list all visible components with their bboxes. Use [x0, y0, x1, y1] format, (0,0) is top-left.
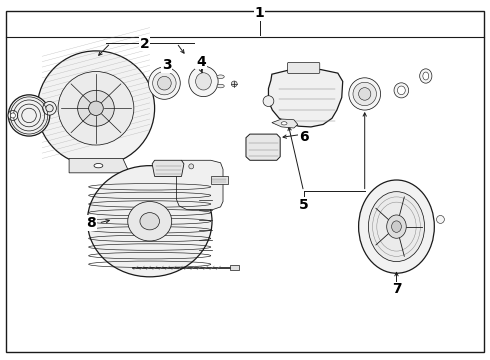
Ellipse shape [359, 87, 371, 100]
Ellipse shape [359, 180, 434, 273]
Text: 5: 5 [299, 198, 309, 212]
Ellipse shape [231, 81, 237, 87]
Ellipse shape [368, 192, 424, 262]
Ellipse shape [43, 102, 56, 115]
Polygon shape [69, 158, 128, 173]
Ellipse shape [189, 66, 218, 96]
Ellipse shape [140, 213, 159, 230]
Text: 1: 1 [255, 6, 265, 20]
Ellipse shape [37, 51, 155, 166]
Text: 2: 2 [140, 37, 150, 51]
Ellipse shape [128, 202, 172, 241]
Text: 8: 8 [86, 216, 96, 230]
Polygon shape [176, 160, 223, 210]
Ellipse shape [419, 69, 432, 83]
Ellipse shape [148, 67, 180, 99]
Polygon shape [246, 134, 280, 160]
Polygon shape [211, 176, 228, 184]
Bar [230, 265, 239, 270]
Text: 7: 7 [392, 282, 401, 296]
Ellipse shape [10, 113, 15, 118]
Ellipse shape [387, 215, 406, 238]
FancyBboxPatch shape [288, 62, 320, 73]
Ellipse shape [281, 122, 287, 125]
Polygon shape [269, 69, 343, 127]
Ellipse shape [189, 164, 194, 169]
Text: 3: 3 [162, 58, 171, 72]
Ellipse shape [94, 163, 103, 168]
Ellipse shape [353, 82, 376, 105]
Ellipse shape [153, 72, 176, 95]
Ellipse shape [437, 216, 444, 224]
Ellipse shape [89, 101, 103, 116]
Polygon shape [152, 160, 184, 176]
Ellipse shape [8, 95, 50, 136]
Text: 6: 6 [299, 130, 308, 144]
Ellipse shape [263, 96, 274, 107]
Polygon shape [272, 119, 298, 128]
Ellipse shape [423, 72, 429, 80]
Ellipse shape [8, 111, 18, 121]
Text: 4: 4 [196, 55, 206, 69]
Ellipse shape [394, 83, 409, 98]
Ellipse shape [87, 166, 212, 277]
Ellipse shape [58, 72, 134, 145]
Ellipse shape [77, 90, 114, 126]
Ellipse shape [397, 86, 405, 95]
Ellipse shape [46, 105, 53, 112]
Ellipse shape [217, 84, 224, 88]
Ellipse shape [217, 75, 224, 78]
Ellipse shape [392, 221, 401, 232]
Ellipse shape [196, 73, 211, 90]
Ellipse shape [158, 76, 171, 90]
Ellipse shape [349, 78, 381, 110]
